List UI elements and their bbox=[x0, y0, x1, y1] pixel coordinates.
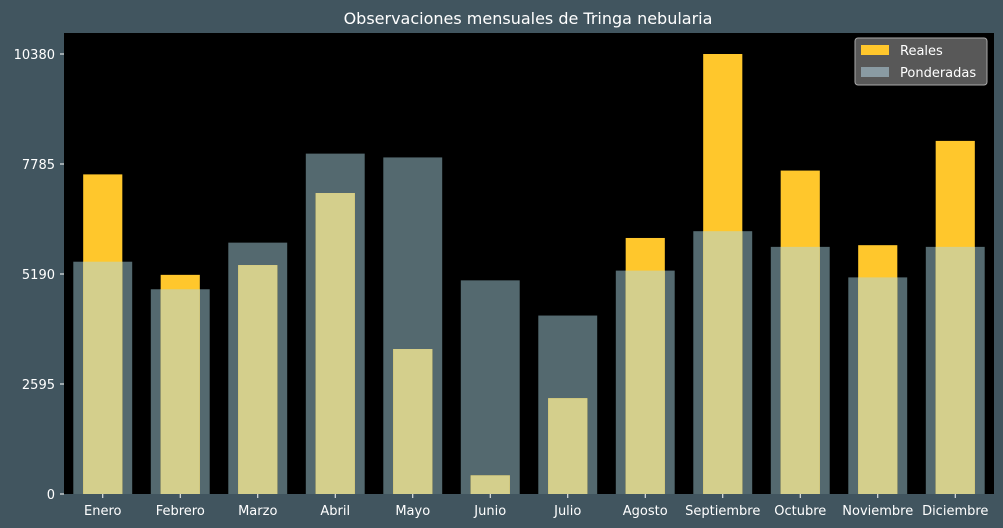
y-tick-label: 5190 bbox=[22, 268, 55, 283]
bar-ponderadas-junio bbox=[460, 280, 520, 494]
x-tick-label: Abril bbox=[320, 504, 350, 519]
bar-overlap-marzo bbox=[238, 265, 278, 494]
y-tick-label: 0 bbox=[47, 488, 55, 503]
bar-overlap-agosto bbox=[625, 270, 665, 494]
bar-overlap-abril bbox=[315, 193, 355, 494]
x-tick-label: Noviembre bbox=[842, 504, 913, 519]
bar-overlap-noviembre bbox=[858, 277, 898, 494]
legend-label-ponderadas: Ponderadas bbox=[900, 66, 976, 81]
bar-overlap-septiembre bbox=[703, 231, 743, 495]
legend-swatch-reales bbox=[861, 45, 889, 55]
x-tick-label: Mayo bbox=[395, 504, 430, 519]
y-axis: 0 2595 5190 7785 10380 bbox=[14, 48, 64, 503]
legend-label-reales: Reales bbox=[900, 44, 943, 59]
y-tick-label: 2595 bbox=[22, 378, 55, 393]
x-tick-label: Agosto bbox=[623, 504, 668, 519]
x-tick-label: Junio bbox=[473, 504, 506, 519]
x-tick-label: Octubre bbox=[774, 504, 826, 519]
x-tick-label: Septiembre bbox=[685, 504, 760, 519]
bar-overlap-mayo bbox=[393, 349, 433, 494]
series-reales bbox=[83, 54, 975, 495]
legend: Reales Ponderadas bbox=[854, 37, 988, 86]
bar-overlap-junio bbox=[470, 475, 510, 494]
y-tick-label: 7785 bbox=[22, 158, 55, 173]
x-tick-label: Enero bbox=[84, 504, 122, 519]
legend-swatch-ponderadas bbox=[861, 67, 889, 77]
bar-overlap-diciembre bbox=[935, 246, 975, 494]
bar-overlap-julio bbox=[548, 398, 588, 494]
plot-area bbox=[64, 33, 994, 494]
x-tick-label: Diciembre bbox=[922, 504, 988, 519]
x-axis: Enero Febrero Marzo Abril Mayo Junio Julio Agos… bbox=[84, 494, 988, 519]
x-tick-label: Marzo bbox=[238, 504, 277, 519]
x-tick-label: Febrero bbox=[156, 504, 205, 519]
bar-overlap-octubre bbox=[780, 246, 820, 494]
chart-title: Observaciones mensuales de Tringa nebula… bbox=[344, 9, 713, 28]
x-tick-label: Julio bbox=[553, 504, 581, 519]
y-tick-label: 10380 bbox=[14, 48, 55, 63]
bar-overlap-febrero bbox=[160, 289, 200, 494]
bar-overlap-enero bbox=[83, 261, 123, 494]
